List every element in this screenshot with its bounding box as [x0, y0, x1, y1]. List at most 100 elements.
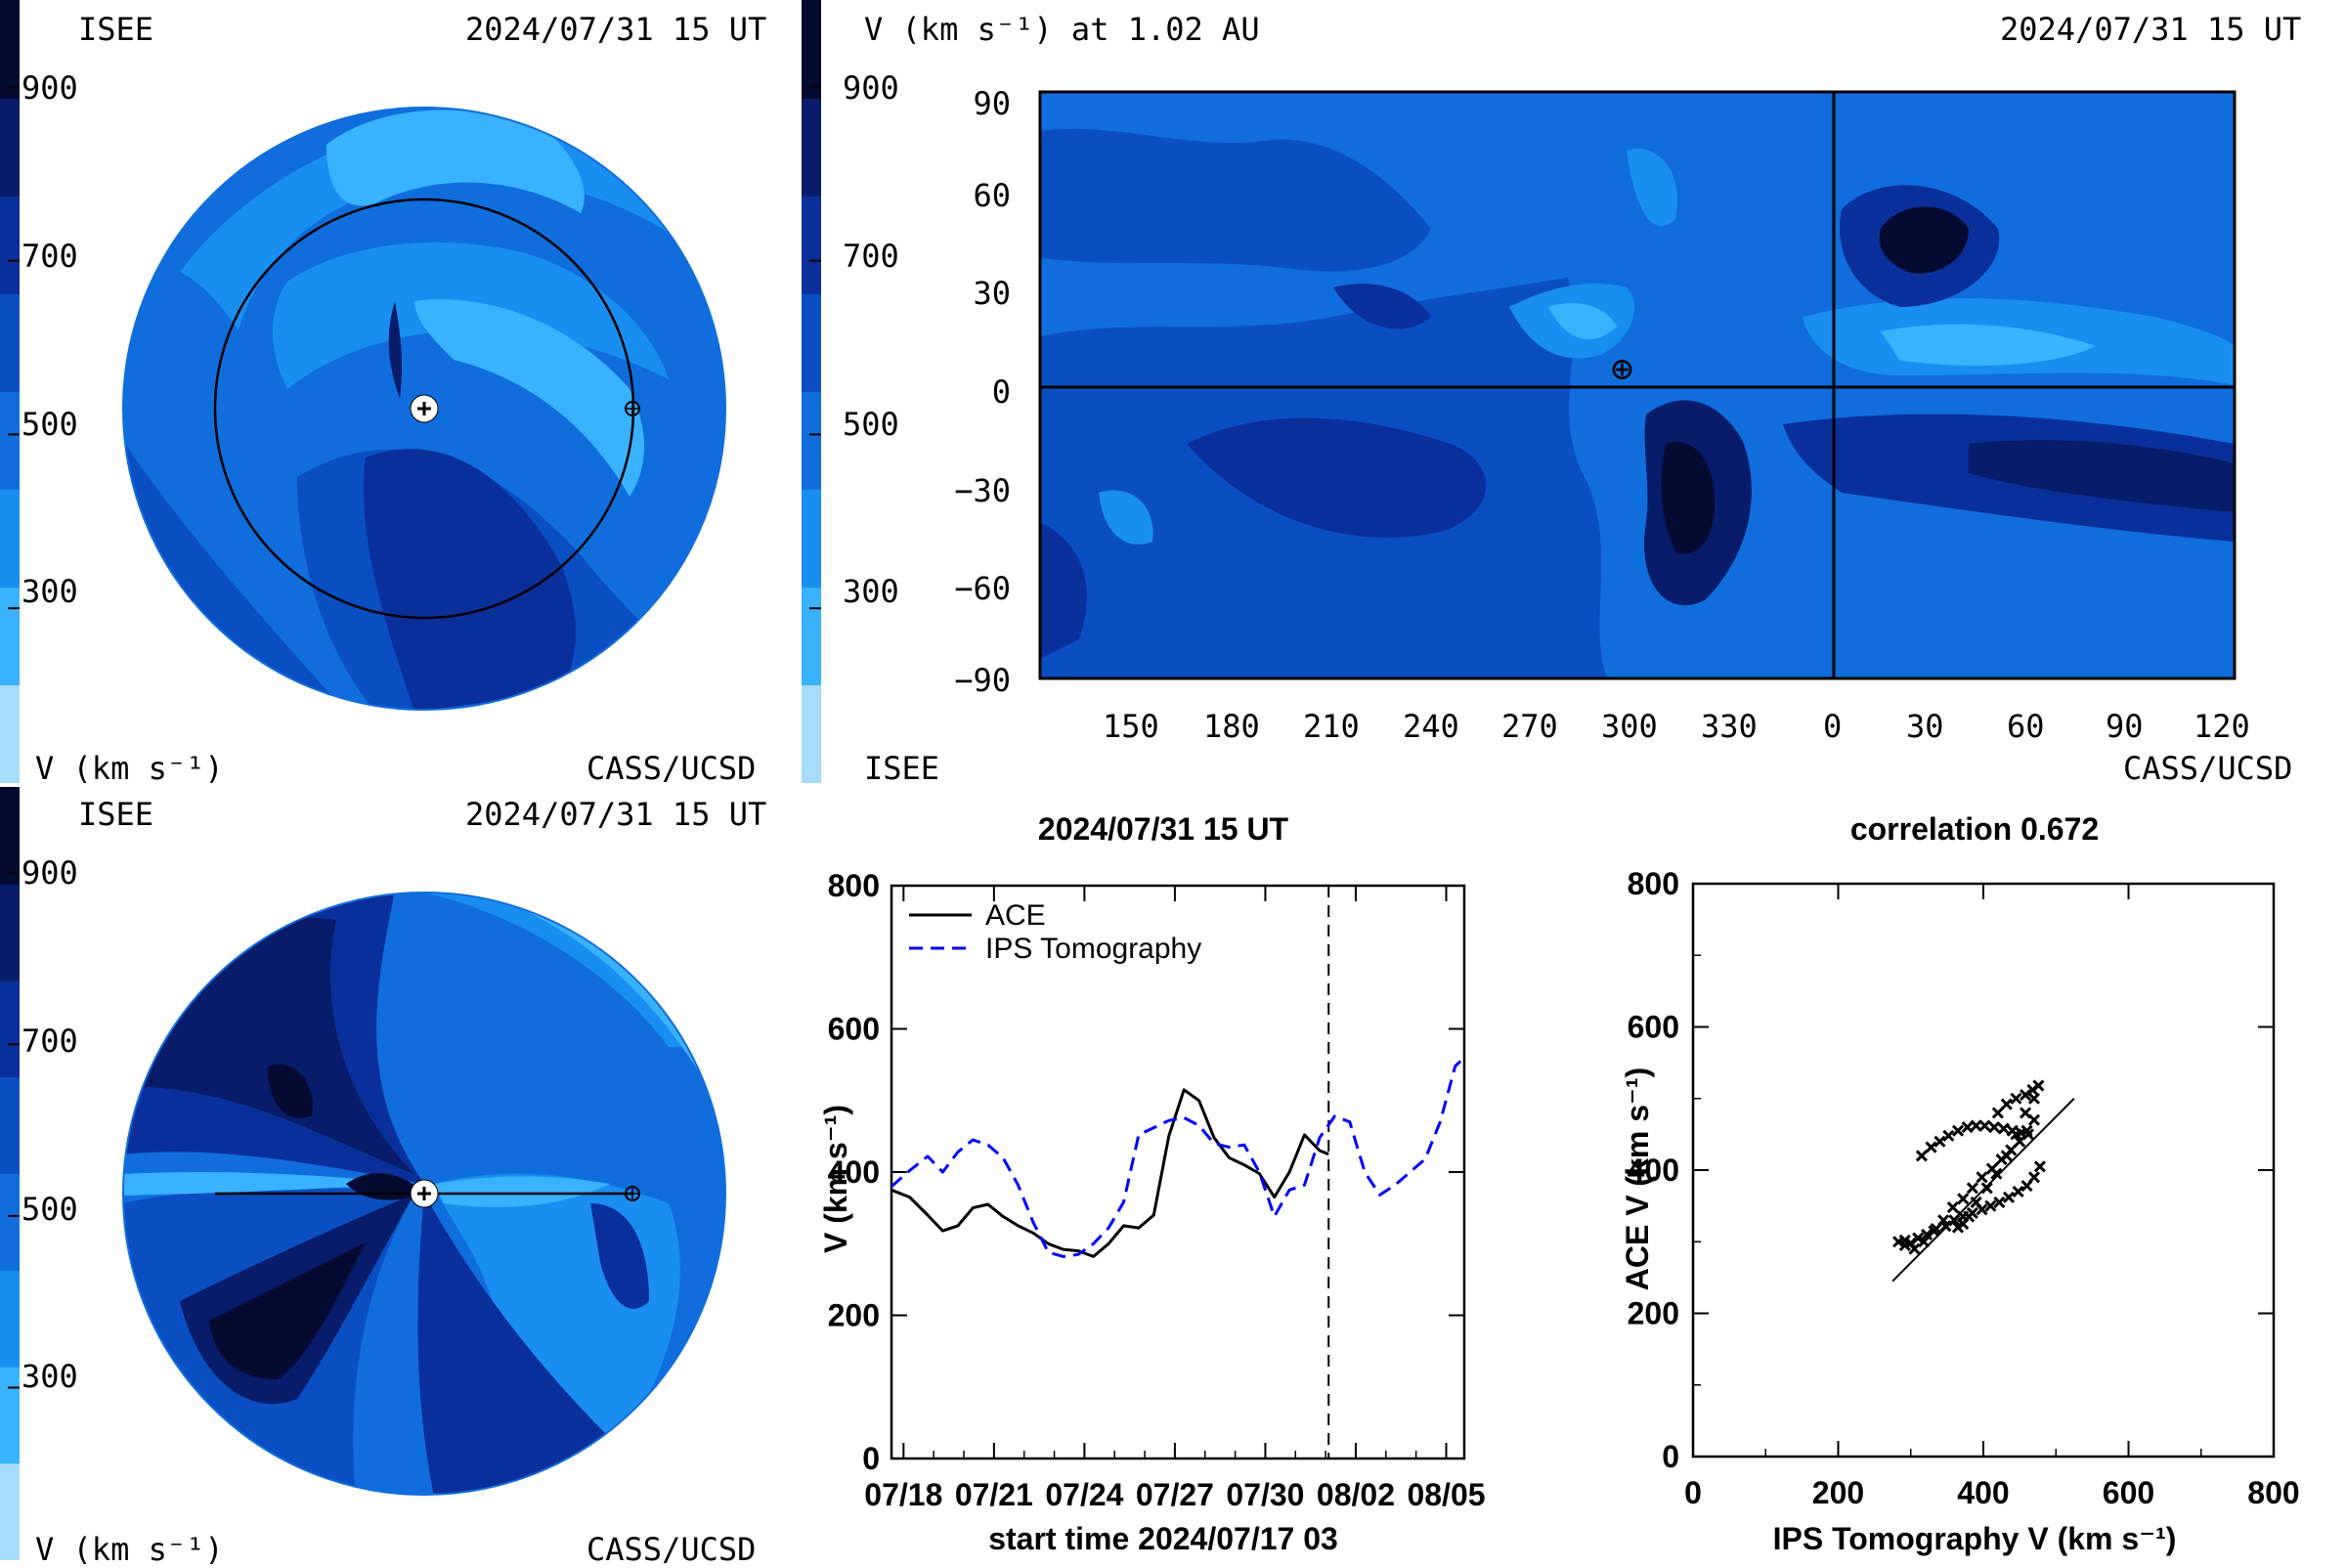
timeseries-chart: 0 200 400 600 800 07/18 07/21 07/24 07/27 07/30 08…: [828, 868, 1486, 1512]
scatter-point: [1951, 1221, 1965, 1234]
colorbar-top-middle: [802, 0, 821, 783]
lon-tick: 270: [1501, 708, 1558, 745]
lon-tick: 180: [1203, 708, 1260, 745]
lat-tick: 30: [973, 275, 1011, 312]
org-label: ISEE: [864, 750, 940, 787]
scatter-point: [1908, 1242, 1921, 1255]
scatter-point: [2027, 1092, 2041, 1105]
credit-label: CASS/UCSD: [586, 1531, 757, 1568]
colorbar-segment: [0, 684, 20, 783]
legend-label: IPS Tomography: [985, 933, 1201, 965]
colorbar-segment: [0, 98, 20, 196]
colorbar-segment: [802, 0, 821, 99]
scatter-point: [2027, 1171, 2041, 1184]
lon-tick: 0: [1823, 708, 1843, 745]
legend-label: ACE: [985, 899, 1046, 932]
ips-tomography-series: [891, 1056, 1466, 1258]
earth-icon: ⊕: [1611, 347, 1633, 390]
y-tick-label: 0: [1662, 1439, 1679, 1474]
lat-tick: −90: [954, 662, 1011, 699]
scatter-point: [1957, 1193, 1970, 1205]
y-tick-label: 200: [828, 1298, 880, 1333]
lat-tick: −30: [954, 472, 1011, 509]
x-tick-label: 0: [1684, 1475, 1702, 1510]
lon-tick: 120: [2194, 708, 2250, 745]
units-label: V (km s⁻¹): [35, 1531, 224, 1568]
y-tick-label: 400: [1628, 1153, 1679, 1188]
scatter-point: [1948, 1214, 1961, 1227]
colorbar-tick-500: 500: [843, 406, 899, 443]
synoptic-map-panel: 900 700 500 300 V (km s⁻¹) at 1.02 AU 20…: [802, 0, 2346, 792]
scatter-point: [1915, 1150, 1928, 1162]
ace-series: [891, 1088, 1329, 1258]
colorbar-top-left: [0, 0, 20, 783]
x-tick-label: 08/02: [1317, 1477, 1395, 1512]
units-label: V (km s⁻¹): [35, 750, 224, 787]
polar-panel-top: 900 700 500 300 ISEE 2024/07/31 15 UT V …: [0, 0, 782, 792]
x-tick-label: 200: [1812, 1475, 1864, 1510]
plot-frame: [1691, 882, 2276, 1459]
x-axis-label: IPS Tomography V (km s⁻¹): [1772, 1521, 2177, 1556]
chart-title: correlation 0.672: [1849, 811, 2100, 847]
plot-frame: [890, 884, 1466, 1460]
scatter-point: [1921, 1228, 1933, 1241]
chart-title: 2024/07/31 15 UT: [1037, 811, 1289, 847]
y-tick-label: 800: [828, 868, 880, 903]
scatter-point: [2033, 1160, 2046, 1173]
colorbar-segment: [802, 489, 821, 588]
x-tick-label: 400: [1957, 1475, 2009, 1510]
scatter-point: [2010, 1128, 2022, 1141]
x-tick-label: 08/05: [1407, 1477, 1485, 1512]
scatter-point: [1978, 1119, 1991, 1132]
scatter-point: [1937, 1214, 1950, 1227]
lon-tick: 90: [2106, 708, 2144, 745]
x-tick-label: 07/27: [1136, 1477, 1214, 1512]
lon-tick: 240: [1403, 708, 1459, 745]
polar-velocity-map-meridional: [122, 892, 726, 1496]
x-tick-label: 07/18: [864, 1477, 942, 1512]
colorbar-segment: [0, 1366, 20, 1464]
scatter-point: [1918, 1236, 1931, 1248]
scatter-point: [1984, 1199, 1997, 1212]
colorbar-segment: [802, 196, 821, 294]
scatter-point: [1970, 1196, 1982, 1209]
scatter-point: [1961, 1120, 1974, 1134]
scatter-point: [1933, 1135, 1946, 1148]
scatter-point: [2000, 1098, 2013, 1111]
y-tick-label: 200: [1628, 1296, 1679, 1331]
timestamp-label: 2024/07/31 15 UT: [465, 11, 767, 48]
scatter-chart: 0 200 400 600 800 0 200 400 600 800: [1628, 866, 2300, 1510]
colorbar-tick-500: 500: [22, 406, 78, 443]
lon-tick: 60: [2007, 708, 2045, 745]
scatter-point: [2020, 1107, 2032, 1119]
x-tick-label: 600: [2103, 1475, 2154, 1510]
colorbar-segment: [0, 196, 20, 294]
colorbar-segment: [802, 98, 821, 196]
y-axis-label: V (km s⁻¹): [818, 1104, 853, 1254]
lat-tick: 60: [973, 177, 1011, 214]
colorbar-segment: [0, 391, 20, 490]
scatter-point: [1988, 1120, 2001, 1134]
colorbar-tick-300: 300: [22, 1358, 78, 1395]
x-tick-label: 07/21: [955, 1477, 1033, 1512]
lon-tick: 30: [1906, 708, 1944, 745]
polar-panel-bottom: 900 700 500 300 ISEE 2024/07/31 15 UT V …: [0, 787, 782, 1568]
scatter-point: [2020, 1089, 2032, 1102]
colorbar-tick-700: 700: [22, 1023, 78, 1060]
timeseries-panel: 2024/07/31 15 UT 0 200 400 600 800 07/18 07/21…: [782, 802, 1544, 1564]
colorbar-segment: [802, 587, 821, 685]
org-label: ISEE: [78, 11, 154, 48]
lat-tick: 0: [991, 373, 1011, 411]
lon-tick: 150: [1103, 708, 1159, 745]
scatter-point: [1946, 1201, 1959, 1214]
scatter-point: [1990, 1167, 2003, 1180]
y-axis-label: ACE V (km s⁻¹): [1620, 1067, 1655, 1291]
scatter-point: [2010, 1092, 2022, 1105]
timestamp-label: 2024/07/31 15 UT: [2000, 11, 2302, 48]
scatter-point: [1966, 1182, 1978, 1195]
colorbar-segment: [802, 293, 821, 392]
scatter-point: [2012, 1185, 2024, 1198]
y-tick-label: 800: [1628, 866, 1679, 901]
credit-label: CASS/UCSD: [586, 750, 757, 787]
scatter-point: [1925, 1141, 1937, 1154]
